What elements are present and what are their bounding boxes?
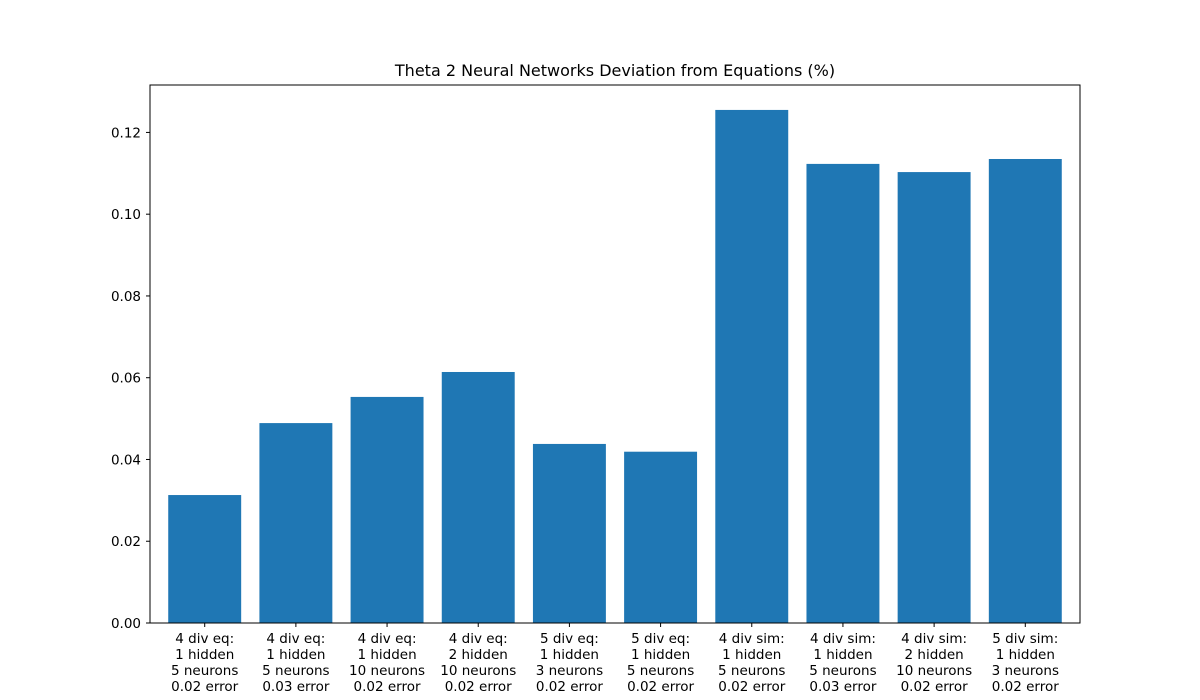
x-tick-label-line: 1 hidden xyxy=(540,647,599,663)
x-tick-label-line: 5 div eq: xyxy=(540,631,599,647)
x-tick-label-2: 4 div eq: 1 hidden 10 neurons 0.02 error xyxy=(349,631,425,695)
x-tick-label-line: 0.03 error xyxy=(809,679,876,695)
x-tick-label-9: 5 div sim: 1 hidden 3 neurons 0.02 error xyxy=(992,631,1060,695)
x-tick-label-line: 3 neurons xyxy=(536,663,603,679)
bar-1 xyxy=(259,423,333,623)
x-tick-label-line: 10 neurons xyxy=(349,663,425,679)
x-tick-label-line: 1 hidden xyxy=(813,647,872,663)
y-tick-label-1: 0.02 xyxy=(111,534,141,550)
x-tick-label-8: 4 div sim: 2 hidden 10 neurons 0.02 error xyxy=(896,631,972,695)
y-tick-label-3: 0.06 xyxy=(111,371,141,387)
x-tick-label-line: 3 neurons xyxy=(992,663,1059,679)
bar-5 xyxy=(624,451,698,623)
bar-3 xyxy=(441,371,515,623)
x-tick-label-3: 4 div eq: 2 hidden 10 neurons 0.02 error xyxy=(440,631,516,695)
x-tick-label-line: 2 hidden xyxy=(449,647,508,663)
plot-frame xyxy=(149,84,1081,624)
y-tick-label-6: 0.12 xyxy=(111,125,141,141)
bar-0 xyxy=(168,495,242,623)
y-tick-label-0: 0.00 xyxy=(111,616,141,632)
bar-4 xyxy=(532,443,606,623)
x-tick-label-line: 1 hidden xyxy=(266,647,325,663)
x-tick-label-line: 5 neurons xyxy=(809,663,876,679)
bar-8 xyxy=(897,172,971,623)
x-tick-label-line: 5 neurons xyxy=(171,663,238,679)
bar-6 xyxy=(715,109,789,624)
x-tick-label-line: 10 neurons xyxy=(896,663,972,679)
x-tick-label-line: 5 neurons xyxy=(718,663,785,679)
chart-title: Theta 2 Neural Networks Deviation from E… xyxy=(394,61,835,80)
y-tick-label-4: 0.08 xyxy=(111,289,141,305)
bar-2 xyxy=(350,396,424,623)
x-tick-label-line: 4 div eq: xyxy=(175,631,234,647)
x-tick-label-line: 0.02 error xyxy=(445,679,512,695)
y-axis: 0.00 0.02 0.04 0.06 0.08 0.10 0.12 xyxy=(111,125,150,632)
x-tick-label-line: 1 hidden xyxy=(357,647,416,663)
x-tick-label-line: 0.02 error xyxy=(536,679,603,695)
x-tick-label-6: 4 div sim: 1 hidden 5 neurons 0.02 error xyxy=(718,631,786,695)
x-tick-label-0: 4 div eq: 1 hidden 5 neurons 0.02 error xyxy=(171,631,239,695)
x-tick-label-7: 4 div sim: 1 hidden 5 neurons 0.03 error xyxy=(809,631,877,695)
x-tick-label-line: 0.02 error xyxy=(627,679,694,695)
x-tick-label-line: 4 div eq: xyxy=(266,631,325,647)
x-tick-label-line: 10 neurons xyxy=(440,663,516,679)
x-tick-label-line: 4 div eq: xyxy=(449,631,508,647)
x-tick-label-line: 0.02 error xyxy=(901,679,968,695)
x-tick-label-line: 2 hidden xyxy=(905,647,964,663)
x-tick-label-line: 5 div eq: xyxy=(631,631,690,647)
x-tick-label-line: 5 neurons xyxy=(262,663,329,679)
x-tick-label-line: 1 hidden xyxy=(722,647,781,663)
y-tick-label-5: 0.10 xyxy=(111,207,141,223)
x-tick-label-line: 5 neurons xyxy=(627,663,694,679)
x-tick-label-line: 4 div eq: xyxy=(358,631,417,647)
x-tick-label-line: 4 div sim: xyxy=(810,631,876,647)
bar-9 xyxy=(988,158,1062,624)
x-tick-label-line: 1 hidden xyxy=(631,647,690,663)
x-tick-label-line: 1 hidden xyxy=(996,647,1055,663)
bar-7 xyxy=(806,163,880,623)
x-tick-label-line: 0.02 error xyxy=(354,679,421,695)
x-tick-label-line: 0.03 error xyxy=(262,679,329,695)
x-tick-label-5: 5 div eq: 1 hidden 5 neurons 0.02 error xyxy=(627,631,695,695)
x-tick-label-1: 4 div eq: 1 hidden 5 neurons 0.03 error xyxy=(262,631,330,695)
x-tick-label-line: 4 div sim: xyxy=(901,631,967,647)
x-tick-label-4: 5 div eq: 1 hidden 3 neurons 0.02 error xyxy=(536,631,604,695)
x-tick-label-line: 0.02 error xyxy=(992,679,1059,695)
x-tick-label-line: 1 hidden xyxy=(175,647,234,663)
x-tick-label-line: 4 div sim: xyxy=(719,631,785,647)
x-tick-label-line: 5 div sim: xyxy=(992,631,1058,647)
y-tick-label-2: 0.04 xyxy=(111,452,141,468)
x-tick-label-line: 0.02 error xyxy=(718,679,785,695)
x-tick-label-line: 0.02 error xyxy=(171,679,238,695)
bars-layer xyxy=(168,109,1062,624)
